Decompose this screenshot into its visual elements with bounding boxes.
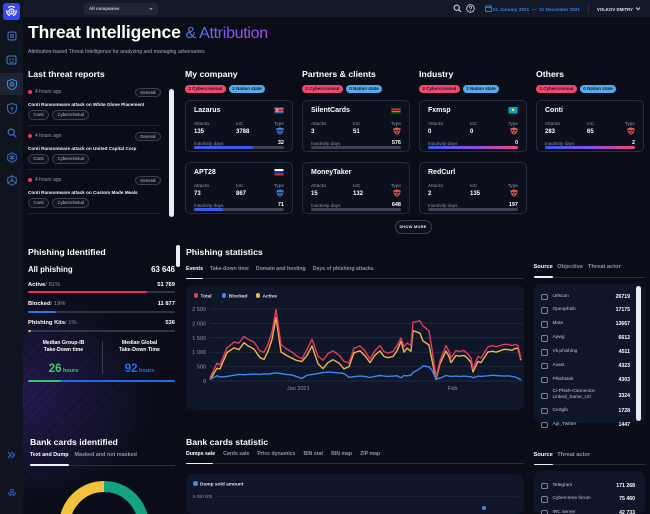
svg-text:0: 0 (203, 379, 206, 385)
svg-text:Jan 2021: Jan 2021 (287, 386, 310, 392)
svg-text:Feb: Feb (448, 386, 457, 392)
svg-text:1 500: 1 500 (192, 336, 206, 342)
svg-text:500: 500 (197, 365, 206, 371)
svg-text:2 000: 2 000 (192, 321, 206, 327)
svg-text:2 500: 2 500 (192, 307, 206, 313)
svg-text:1 000: 1 000 (192, 350, 206, 356)
